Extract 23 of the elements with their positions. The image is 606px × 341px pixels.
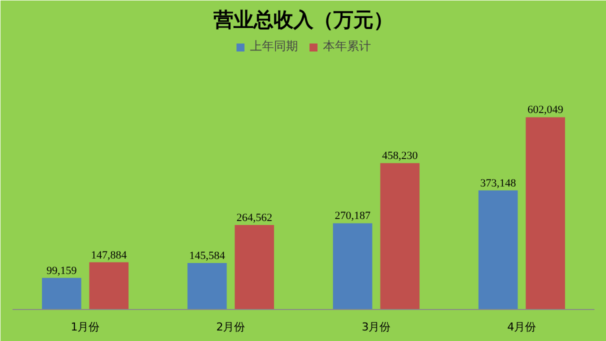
bar (332, 223, 372, 310)
bar (89, 262, 129, 310)
bar (42, 278, 82, 310)
data-label: 458,230 (382, 150, 418, 162)
data-label: 264,562 (236, 212, 272, 224)
bar (526, 117, 566, 310)
bar (187, 263, 227, 310)
data-label: 602,049 (528, 104, 564, 116)
x-tick-label: 1月份 (70, 320, 100, 334)
bar (380, 163, 420, 310)
bar (478, 190, 518, 310)
x-tick-label: 4月份 (507, 320, 536, 334)
data-label: 147,884 (91, 249, 128, 262)
data-label: 145,584 (189, 250, 226, 262)
data-label: 270,187 (334, 210, 371, 222)
bar (234, 225, 274, 310)
legend-label: 本年累计 (323, 38, 371, 55)
data-label: 99,159 (46, 264, 78, 277)
chart-title: 营业总收入（万元） (212, 8, 394, 32)
legend-label: 上年同期 (250, 38, 298, 55)
data-label: 373,148 (480, 177, 516, 190)
x-tick-label: 3月份 (362, 320, 391, 334)
x-tick-label: 2月份 (216, 320, 246, 334)
